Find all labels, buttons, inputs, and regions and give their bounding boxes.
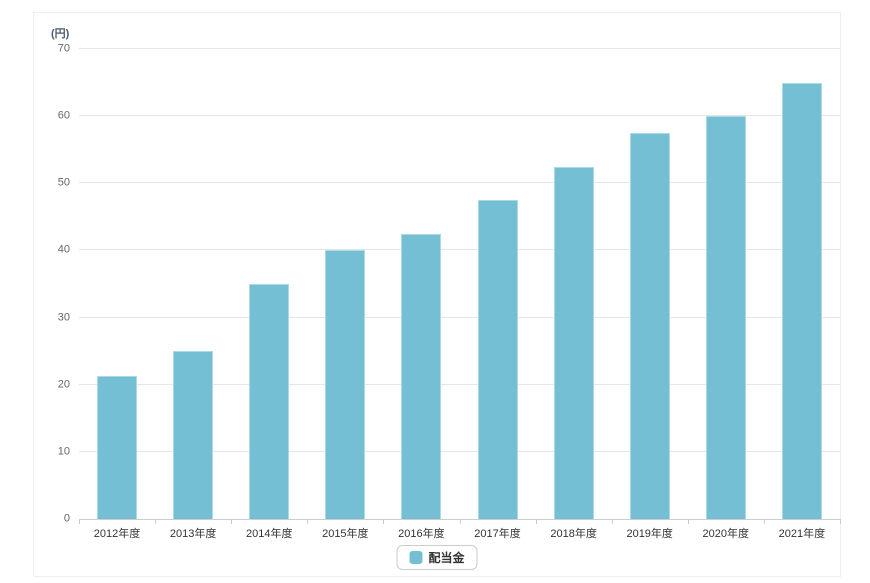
bar-2019年度 [629,132,670,519]
x-axis-label-2017年度: 2017年度 [474,528,521,540]
gridline-40 [79,249,840,251]
bar-2014年度 [249,284,290,519]
bar-column-2017年度 [459,49,535,519]
bar-2020年度 [705,116,746,519]
x-axis-labels: 2012年度 2013年度 2014年度 2015年度 2016年度 2017年度 2018… [79,527,840,542]
bar-column-2015年度 [307,49,383,519]
bar-column-2019年度 [612,49,688,519]
legend-swatch-icon [409,551,423,564]
y-axis-label-20: 20 [57,378,70,391]
y-axis-labels: 0 10 20 30 40 50 60 70 [34,43,72,524]
bar-column-2021年度 [764,49,840,519]
dividend-bar-chart: (円) 0 10 20 30 40 50 60 70 2012年度 2013年度 2014年度 20… [33,12,841,577]
x-axis-label-2013年度: 2013年度 [169,528,217,540]
x-axis-tick [687,519,689,524]
x-axis-label-2021年度: 2021年度 [778,528,826,540]
gridline-60 [79,115,840,117]
bar-column-2016年度 [383,49,459,519]
bar-2012年度 [97,376,138,519]
x-axis-label-2015年度: 2015年度 [322,528,369,540]
x-axis-tick [840,519,841,524]
y-axis-label-10: 10 [57,445,70,458]
y-axis-label-50: 50 [57,176,70,189]
x-axis-label-2016年度: 2016年度 [398,528,445,540]
gridline-20 [79,383,840,385]
bar-column-2018年度 [536,49,612,519]
gridline-30 [79,316,840,318]
x-axis-tick [79,519,80,524]
x-axis-label-2018年度: 2018年度 [550,528,597,540]
y-axis-label-0: 0 [63,512,70,525]
x-axis-tick [459,519,461,524]
bar-column-2012年度 [79,49,155,519]
x-axis-tick [611,519,613,524]
gridline-10 [79,450,840,452]
y-axis-label-70: 70 [57,42,70,55]
x-axis-label-2012年度: 2012年度 [93,528,141,540]
bar-2015年度 [325,250,366,519]
legend-item-dividend[interactable]: 配当金 [396,545,478,570]
bar-2013年度 [173,351,214,519]
gridline-50 [79,182,840,184]
x-axis-tick [231,519,233,524]
y-axis-unit-label: (円) [51,28,70,40]
legend-label: 配当金 [428,550,465,565]
bar-column-2013年度 [155,49,231,519]
bar-column-2020年度 [688,49,764,519]
x-axis-label-2014年度: 2014年度 [245,528,293,540]
x-axis-tick [535,519,537,524]
y-axis-label-40: 40 [57,243,70,256]
x-axis-tick [155,519,157,524]
bar-2016年度 [401,233,442,519]
gridline-70 [79,48,840,49]
bar-2018年度 [553,166,594,519]
y-axis-label-30: 30 [57,311,70,324]
x-axis-tick [307,519,309,524]
y-axis-label-60: 60 [57,109,70,122]
bar-column-2014年度 [231,49,307,519]
bar-2021年度 [781,82,822,519]
plot-area [79,48,840,520]
bar-2017年度 [477,200,518,519]
x-axis-tick [383,519,385,524]
x-axis-label-2020年度: 2020年度 [702,528,750,540]
x-axis-tick [763,519,765,524]
x-axis-ticks [79,519,841,524]
x-axis-label-2019年度: 2019年度 [626,528,673,540]
bar-columns [79,49,840,519]
